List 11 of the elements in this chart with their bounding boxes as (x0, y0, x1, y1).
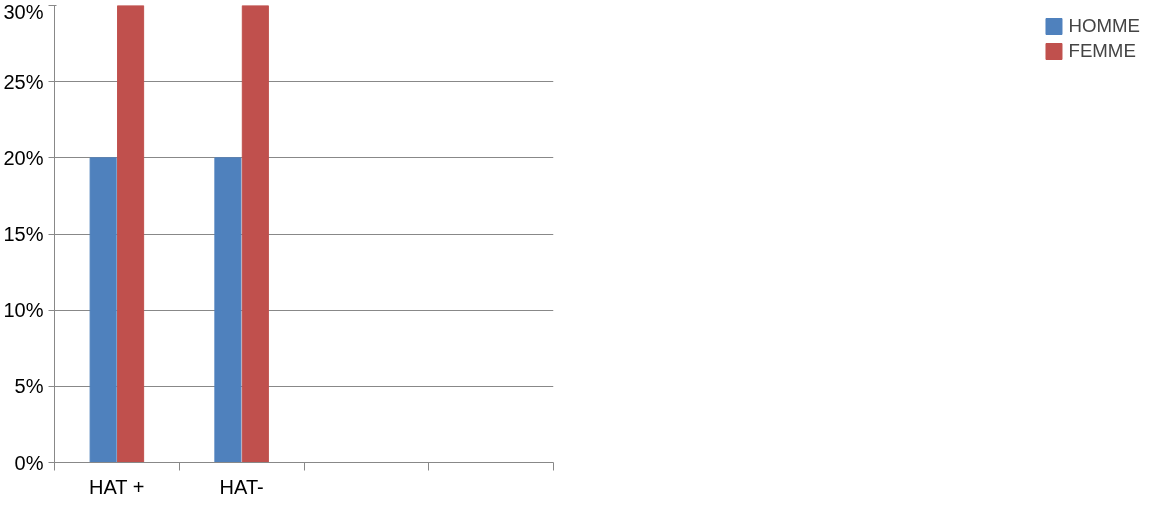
x-tick-label: HAT + (89, 475, 145, 498)
y-tick-label: 25% (3, 70, 44, 93)
y-tick-label: 10% (3, 299, 44, 322)
x-tick-label: HAT- (219, 475, 264, 498)
y-tick-label: 30% (3, 0, 44, 23)
y-tick-label: 5% (14, 375, 44, 398)
y-tick-label: 15% (3, 223, 44, 245)
y-tick-label: 0% (14, 451, 44, 474)
y-tick-label: 20% (3, 146, 44, 169)
legend-label: FEMME (1068, 40, 1136, 62)
legend-label: HOMME (1068, 15, 1140, 37)
